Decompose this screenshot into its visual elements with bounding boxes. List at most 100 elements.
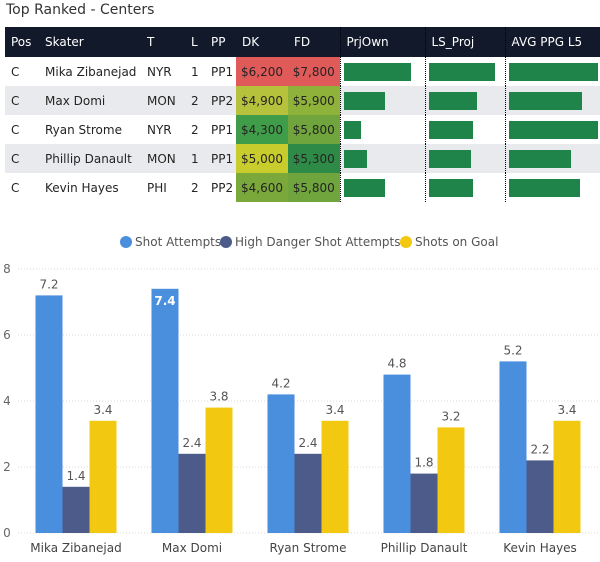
data-bar-avg-ppg bbox=[508, 149, 572, 168]
bar bbox=[553, 420, 581, 533]
cell-pp: PP1 bbox=[205, 144, 236, 173]
data-label: 4.2 bbox=[271, 376, 290, 390]
cell-line: 2 bbox=[185, 173, 205, 202]
data-bar-prjown bbox=[343, 91, 385, 110]
cell-skater: Mika Zibanejad bbox=[39, 57, 141, 86]
data-label: 3.2 bbox=[441, 409, 460, 423]
bar bbox=[178, 453, 206, 533]
cell-skater: Kevin Hayes bbox=[39, 173, 141, 202]
cell-team: NYR bbox=[141, 57, 185, 86]
data-bar-prjown bbox=[343, 149, 368, 168]
data-bar-avg-ppg bbox=[508, 178, 581, 197]
table-row[interactable]: C Ryan Strome NYR 2 PP1 $4,300 $5,800 bbox=[5, 115, 600, 144]
data-bar-avg-ppg bbox=[508, 62, 598, 81]
table-row[interactable]: C Phillip Danault MON 1 PP1 $5,000 $5,300 bbox=[5, 144, 600, 173]
legend-marker bbox=[120, 236, 132, 248]
data-label: 2.2 bbox=[530, 442, 549, 456]
data-bar-ls-proj bbox=[428, 91, 477, 110]
cell-dk-salary: $4,600 bbox=[236, 173, 288, 202]
cell-team: NYR bbox=[141, 115, 185, 144]
data-bar-ls-proj bbox=[428, 149, 472, 168]
cell-fd-salary: $5,300 bbox=[288, 144, 340, 173]
cell-fd-salary: $5,900 bbox=[288, 86, 340, 115]
cell-dk-salary: $6,200 bbox=[236, 57, 288, 86]
cell-avg-ppg bbox=[504, 115, 600, 144]
data-label: 3.4 bbox=[93, 403, 112, 417]
x-tick-label: Max Domi bbox=[162, 541, 222, 555]
table-header-row: Pos Skater T L PP DK FD PrjOwn LS_Proj A… bbox=[5, 27, 600, 57]
cell-prjown bbox=[339, 173, 425, 202]
table-row[interactable]: C Kevin Hayes PHI 2 PP2 $4,600 $5,800 bbox=[5, 173, 600, 202]
legend-label: Shot Attempts bbox=[135, 235, 221, 249]
data-label: 7.4 bbox=[154, 294, 175, 308]
cell-prjown bbox=[339, 115, 425, 144]
legend-label: High Danger Shot Attempts bbox=[235, 235, 400, 249]
page-title: Top Ranked - Centers bbox=[6, 2, 155, 18]
data-bar-prjown bbox=[343, 178, 385, 197]
cell-line: 2 bbox=[185, 115, 205, 144]
data-label: 4.8 bbox=[387, 357, 406, 371]
column-header-dk[interactable]: DK bbox=[236, 27, 288, 57]
cell-line: 1 bbox=[185, 144, 205, 173]
cell-ls-proj bbox=[424, 144, 505, 173]
skater-table: Pos Skater T L PP DK FD PrjOwn LS_Proj A… bbox=[5, 27, 600, 202]
data-bar-prjown bbox=[343, 62, 411, 81]
y-tick-label: 2 bbox=[3, 460, 11, 474]
data-bar-ls-proj bbox=[428, 178, 473, 197]
column-header-fd[interactable]: FD bbox=[288, 27, 340, 57]
column-header-ls-proj[interactable]: LS_Proj bbox=[424, 27, 505, 57]
cell-line: 1 bbox=[185, 57, 205, 86]
cell-skater: Phillip Danault bbox=[39, 144, 141, 173]
shots-bar-chart: Shot Attempts High Danger Shot Attempts Sh… bbox=[3, 235, 598, 555]
data-label: 2.4 bbox=[182, 436, 201, 450]
bar bbox=[267, 394, 295, 533]
data-bar-prjown bbox=[343, 120, 361, 139]
cell-avg-ppg bbox=[504, 86, 600, 115]
cell-skater: Ryan Strome bbox=[39, 115, 141, 144]
bar bbox=[205, 407, 233, 533]
x-tick-label: Kevin Hayes bbox=[503, 541, 577, 555]
bar bbox=[294, 453, 322, 533]
data-label: 5.2 bbox=[503, 343, 522, 357]
cell-line: 2 bbox=[185, 86, 205, 115]
column-header-skater[interactable]: Skater bbox=[39, 27, 141, 57]
data-bar-ls-proj bbox=[428, 120, 473, 139]
column-header-pos[interactable]: Pos bbox=[5, 27, 39, 57]
cell-pos: C bbox=[5, 115, 39, 144]
column-header-line[interactable]: L bbox=[185, 27, 205, 57]
y-tick-label: 4 bbox=[3, 394, 11, 408]
cell-ls-proj bbox=[424, 86, 505, 115]
data-label: 3.4 bbox=[557, 403, 576, 417]
table-row[interactable]: C Mika Zibanejad NYR 1 PP1 $6,200 $7,800 bbox=[5, 57, 600, 86]
data-bar-avg-ppg bbox=[508, 91, 582, 110]
data-label: 3.4 bbox=[325, 403, 344, 417]
data-label: 1.8 bbox=[414, 456, 433, 470]
bar bbox=[499, 361, 527, 533]
bar bbox=[383, 374, 411, 533]
cell-ls-proj bbox=[424, 173, 505, 202]
cell-pos: C bbox=[5, 144, 39, 173]
data-label: 7.2 bbox=[39, 277, 58, 291]
legend-marker bbox=[220, 236, 232, 248]
y-tick-label: 0 bbox=[3, 526, 11, 540]
cell-fd-salary: $7,800 bbox=[288, 57, 340, 86]
column-header-pp[interactable]: PP bbox=[205, 27, 236, 57]
cell-dk-salary: $4,300 bbox=[236, 115, 288, 144]
cell-prjown bbox=[339, 57, 425, 86]
bar bbox=[151, 288, 179, 533]
data-label: 3.8 bbox=[209, 390, 228, 404]
data-bar-avg-ppg bbox=[508, 120, 598, 139]
bar bbox=[62, 486, 90, 533]
y-tick-label: 6 bbox=[3, 328, 11, 342]
cell-team: PHI bbox=[141, 173, 185, 202]
bar bbox=[35, 295, 63, 533]
bar bbox=[89, 420, 117, 533]
cell-ls-proj bbox=[424, 57, 505, 86]
column-header-team[interactable]: T bbox=[141, 27, 185, 57]
column-header-avg-ppg[interactable]: AVG PPG L5 bbox=[504, 27, 600, 57]
column-header-prjown[interactable]: PrjOwn bbox=[339, 27, 425, 57]
data-label: 1.4 bbox=[66, 469, 85, 483]
x-tick-label: Ryan Strome bbox=[270, 541, 347, 555]
table-row[interactable]: C Max Domi MON 2 PP2 $4,900 $5,900 bbox=[5, 86, 600, 115]
x-tick-label: Phillip Danault bbox=[381, 541, 468, 555]
